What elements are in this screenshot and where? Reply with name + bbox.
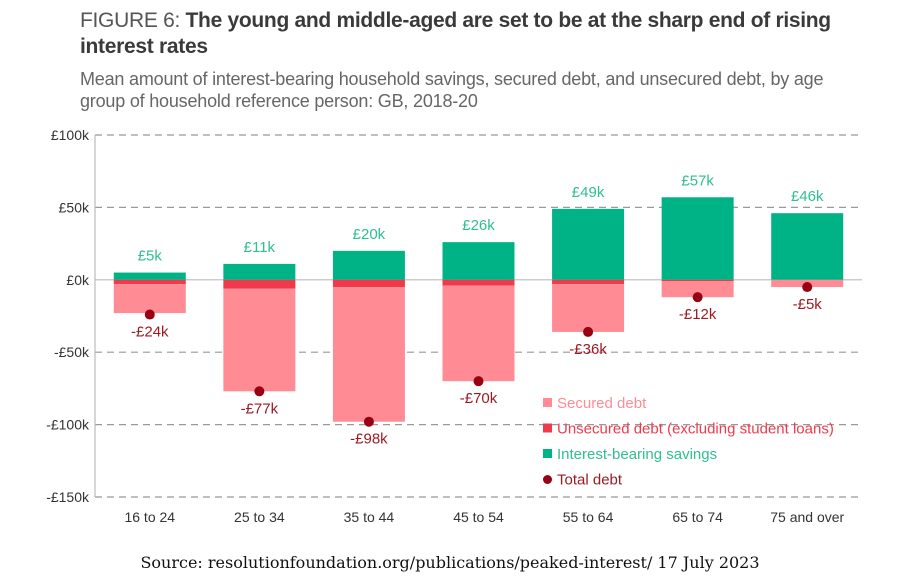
bar-secured-debt	[661, 281, 734, 298]
total-debt-value-label: -£24k	[131, 324, 169, 341]
total-debt-points	[144, 282, 813, 427]
bars	[113, 197, 844, 422]
x-tick-label: 55 to 64	[563, 509, 614, 525]
figure-prefix: FIGURE 6:	[80, 9, 186, 32]
bar-secured-debt	[442, 285, 515, 382]
y-tick-label: £100k	[51, 127, 90, 143]
legend-marker-savings	[543, 449, 552, 458]
bar-secured-debt	[552, 284, 625, 332]
bar-savings	[771, 213, 844, 280]
bar-savings	[332, 250, 405, 280]
savings-value-label: £46k	[791, 188, 824, 205]
legend: Secured debt Unsecured debt (excluding st…	[543, 395, 834, 489]
total-debt-point	[583, 326, 594, 337]
total-debt-value-label: -£77k	[241, 400, 279, 417]
x-tick-label: 16 to 24	[124, 509, 175, 525]
legend-marker-unsecured	[543, 423, 552, 433]
bar-savings	[113, 272, 186, 280]
total-debt-value-label: -£12k	[679, 306, 717, 323]
y-tick-label: -£50k	[54, 344, 90, 360]
x-tick-label: 35 to 44	[344, 509, 395, 525]
total-debt-value-label: -£36k	[569, 341, 607, 358]
total-debt-point	[802, 282, 813, 293]
savings-value-label: £11k	[244, 239, 276, 256]
y-tick-label: £0k	[66, 272, 90, 288]
total-debt-point	[692, 292, 703, 303]
x-tick-label: 25 to 34	[234, 509, 285, 525]
bar-unsecured-debt	[332, 279, 405, 288]
legend-marker-total	[543, 475, 552, 484]
savings-value-label: £5k	[138, 248, 163, 265]
x-tick-label: 45 to 54	[453, 509, 504, 525]
y-tick-label: -£100k	[46, 417, 90, 433]
bar-unsecured-debt	[113, 279, 186, 285]
total-debt-point	[144, 309, 155, 320]
legend-marker-secured	[543, 398, 552, 407]
chart-subtitle: Mean amount of interest-bearing househol…	[80, 69, 824, 111]
total-debt-value-label: -£5k	[793, 296, 823, 313]
x-tick-label: 75 and over	[770, 509, 844, 525]
legend-label-secured: Secured debt	[557, 395, 647, 412]
legend-label-unsecured: Unsecured debt (excluding student loans)	[557, 421, 834, 438]
bar-secured-debt	[223, 288, 296, 392]
total-debt-point	[473, 376, 484, 387]
bar-savings	[661, 197, 734, 280]
bar-savings	[223, 263, 296, 280]
legend-label-total: Total debt	[557, 472, 623, 489]
bar-savings	[442, 242, 515, 280]
bar-unsecured-debt	[552, 279, 625, 285]
figure-title: The young and middle-aged are set to be …	[80, 9, 831, 58]
bar-secured-debt	[113, 284, 186, 314]
savings-value-label: £57k	[681, 172, 714, 189]
y-tick-label: -£150k	[46, 489, 90, 505]
chart-title: FIGURE 6: The young and middle-aged are …	[80, 8, 860, 60]
savings-value-label: £20k	[353, 226, 386, 243]
total-debt-point	[363, 416, 374, 427]
bar-savings	[552, 208, 625, 280]
bar-unsecured-debt	[223, 279, 296, 289]
axes: £100k £50k £0k -£50k -£100k -£150k 16 to 24 25 …	[46, 127, 844, 525]
source-note: Source: resolutionfoundation.org/publica…	[140, 553, 760, 572]
bar-secured-debt	[332, 287, 405, 422]
bar-unsecured-debt	[661, 279, 734, 282]
savings-value-label: £26k	[462, 217, 495, 234]
savings-value-label: £49k	[572, 184, 605, 201]
data-labels: £5k -£24k £11k -£77k £20k -£98k £26k -£70k £49k -…	[131, 172, 824, 447]
total-debt-point	[254, 386, 265, 397]
total-debt-value-label: -£98k	[350, 431, 388, 448]
y-tick-label: £50k	[59, 199, 90, 215]
total-debt-value-label: -£70k	[460, 390, 498, 407]
bar-unsecured-debt	[442, 279, 515, 286]
legend-label-savings: Interest-bearing savings	[557, 446, 717, 463]
x-tick-label: 65 to 74	[672, 509, 723, 525]
